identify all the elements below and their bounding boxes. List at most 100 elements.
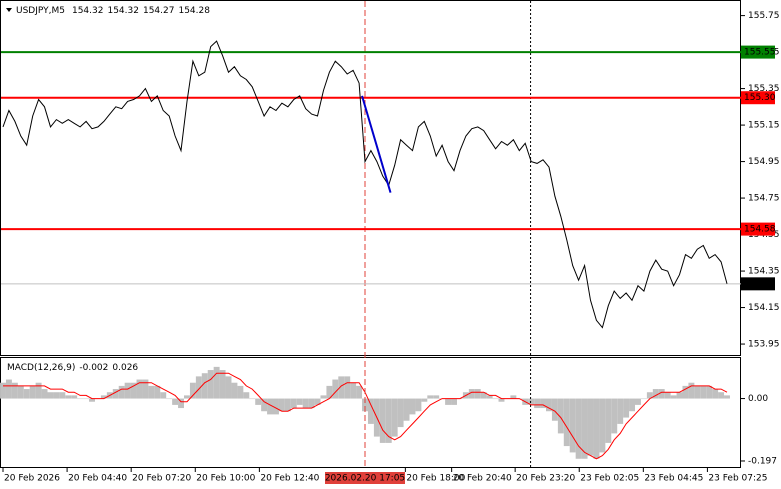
x-tick-label: 23 Feb 02:05 [580, 474, 639, 484]
macd-histogram-bar [676, 392, 683, 399]
macd-histogram-bar [379, 398, 386, 443]
macd-histogram-bar [154, 385, 161, 399]
quote-value: 154.27 [143, 6, 175, 16]
macd-histogram-bar [646, 392, 653, 399]
macd-histogram-bar [652, 389, 659, 399]
y-tick-label: 154.95 [748, 157, 780, 167]
macd-histogram-bar [261, 398, 268, 412]
macd-histogram-bar [249, 398, 256, 400]
macd-histogram-bar [213, 366, 220, 399]
macd-histogram-bar [124, 382, 131, 399]
y-tick-label: 155.35 [748, 84, 780, 94]
macd-histogram-bar [29, 385, 36, 399]
quote-value: 154.32 [72, 6, 104, 16]
macd-histogram-bar [302, 398, 309, 409]
menu-icon[interactable] [6, 8, 12, 12]
last-price-box [741, 277, 775, 291]
macd-histogram-bar [59, 392, 66, 399]
x-tick-label: 20 Feb 04:40 [68, 474, 127, 484]
macd-histogram-bar [219, 370, 226, 399]
macd-histogram-bar [314, 398, 321, 405]
macd-histogram-bar [225, 376, 232, 399]
macd-histogram-bar [593, 398, 600, 459]
y-tick-label: 154.35 [748, 267, 780, 277]
macd-histogram-bar [71, 395, 78, 399]
x-tick-label: 20 Feb 10:00 [196, 474, 255, 484]
macd-histogram-bar [534, 398, 541, 409]
macd-histogram-bar [172, 398, 179, 405]
macd-histogram-bar [617, 398, 624, 424]
level-label: 155.30 [744, 93, 776, 103]
macd-histogram-bar [83, 398, 90, 400]
macd-histogram-bar [112, 389, 119, 399]
quote-value: 154.28 [178, 6, 210, 16]
macd-histogram-bar [65, 395, 72, 399]
macd-histogram-bar [605, 398, 612, 443]
macd-histogram-bar [356, 385, 363, 399]
x-tick-label: 23 Feb 04:45 [644, 474, 703, 484]
macd-readout: -0.002 [79, 363, 108, 373]
level-label: 155.55 [744, 48, 776, 58]
level-label: 154.58 [744, 225, 776, 235]
level-label-box [741, 45, 775, 59]
level-label-box [741, 222, 775, 236]
macd-readout: 0.026 [112, 363, 138, 373]
macd-histogram-bar [433, 395, 440, 399]
macd-histogram-bar [362, 398, 368, 412]
macd-histogram-bar [136, 379, 143, 399]
macd-histogram-bar [278, 398, 285, 412]
macd-histogram-bar [635, 398, 641, 405]
level-label-box [741, 91, 775, 105]
macd-histogram-bar [367, 398, 374, 424]
macd-histogram-bar [427, 395, 434, 399]
macd-histogram-bar [551, 398, 558, 421]
macd-histogram-bar [267, 398, 274, 415]
macd-histogram-bar [118, 385, 125, 399]
macd-histogram-bar [166, 398, 173, 400]
macd-histogram-bar [415, 398, 422, 412]
macd-histogram-bar [5, 379, 12, 399]
macd-histogram-bar [47, 392, 54, 399]
y-tick-label: 0.00 [748, 394, 768, 404]
macd-histogram-bar [231, 382, 238, 399]
macd-title: MACD(12,26,9) [7, 363, 75, 373]
x-tick-label: 20 Feb 12:40 [260, 474, 319, 484]
macd-histogram-bar [640, 398, 647, 400]
macd-histogram-bar [664, 392, 671, 399]
macd-histogram-bar [694, 385, 701, 399]
macd-histogram-bar [724, 395, 730, 399]
macd-histogram-bar [17, 385, 24, 399]
macd-histogram-bar [142, 379, 149, 399]
macd-histogram-bar [480, 392, 487, 399]
macd-histogram-bar [528, 398, 535, 405]
macd-histogram-bar [207, 370, 214, 399]
macd-histogram-bar [498, 398, 505, 402]
macd-histogram-bar [89, 398, 95, 402]
quote-value: 154.32 [107, 6, 139, 16]
macd-histogram-bar [53, 392, 60, 399]
y-tick-label: 153.95 [748, 340, 780, 350]
macd-histogram-bar [320, 395, 327, 399]
macd-histogram-bar [0, 382, 6, 399]
macd-histogram-bar [486, 395, 493, 399]
price-frame [0, 0, 741, 356]
macd-histogram-bar [77, 398, 84, 400]
macd-frame [0, 357, 741, 468]
macd-histogram-bar [599, 398, 606, 453]
macd-histogram-bar [563, 398, 570, 447]
macd-histogram-bar [308, 398, 315, 409]
macd-histogram-bar [546, 398, 552, 412]
macd-histogram-bar [540, 398, 546, 409]
macd-histogram-bar [100, 395, 107, 399]
macd-histogram-bar [557, 398, 564, 434]
macd-histogram-bar [611, 398, 618, 434]
macd-histogram-bar [688, 382, 695, 399]
macd-histogram-bar [451, 398, 457, 405]
macd-histogram-bar [178, 398, 184, 409]
macd-histogram-bar [326, 385, 333, 399]
macd-histogram-bar [682, 385, 689, 399]
macd-histogram-bar [344, 376, 351, 399]
macd-histogram-bar [409, 398, 416, 415]
macd-histogram-bar [332, 379, 339, 399]
